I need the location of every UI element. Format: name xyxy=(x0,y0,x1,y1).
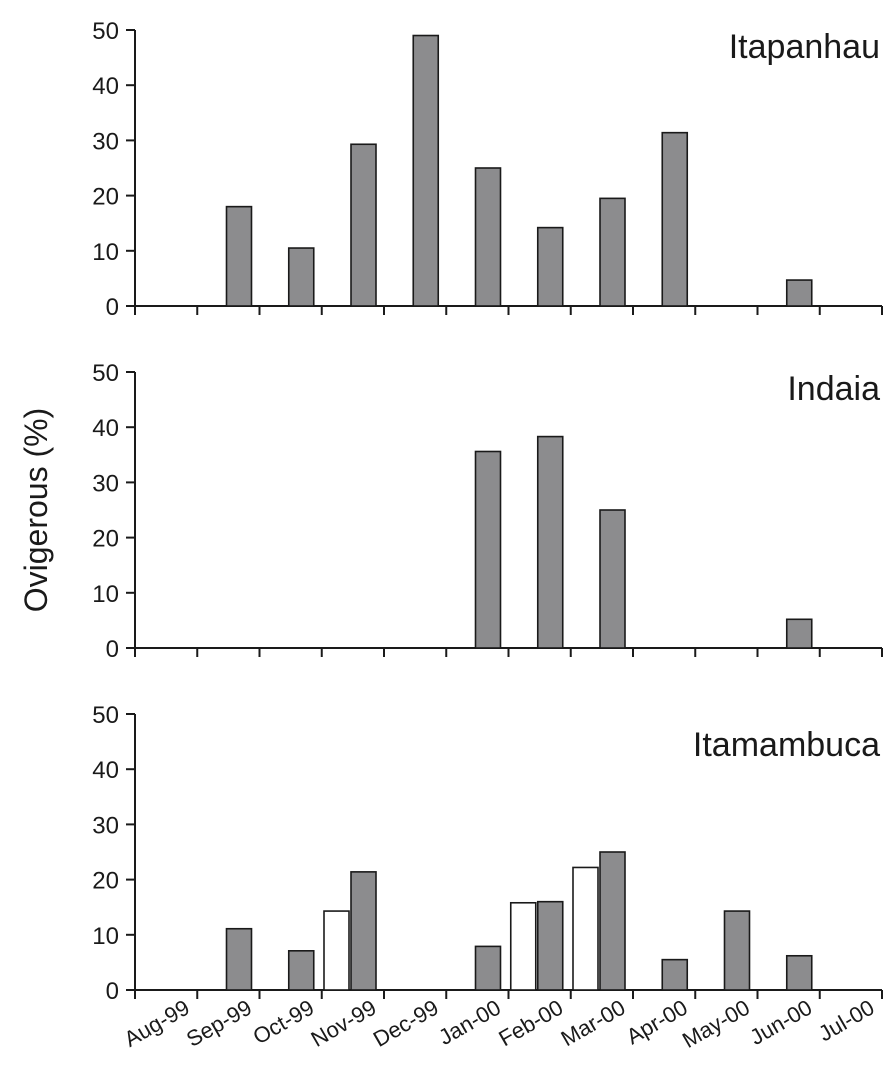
y-axis-title: Ovigerous (%) xyxy=(18,408,54,613)
bar-sep-99 xyxy=(225,205,253,307)
bar-mar-00 xyxy=(599,851,626,991)
bar-may-00 xyxy=(723,910,751,991)
bar-jun-00 xyxy=(785,618,813,649)
y-tick-label: 50 xyxy=(92,702,119,729)
y-tick-label: 0 xyxy=(106,636,119,663)
y-tick-label: 20 xyxy=(92,526,119,553)
bar-oct-99 xyxy=(287,950,315,991)
y-tick-label: 10 xyxy=(92,581,119,608)
bar-feb-00 xyxy=(536,435,564,649)
bar-dec-99 xyxy=(412,34,440,307)
y-tick-label: 30 xyxy=(92,812,119,839)
bar-mar-00 xyxy=(572,866,599,991)
x-tick-label: Sep-99 xyxy=(182,995,256,1052)
x-tick-label: Jul-00 xyxy=(814,995,878,1047)
bar-mar-00 xyxy=(599,197,626,307)
y-tick-label: 50 xyxy=(92,18,119,45)
panel-title: Itamambuca xyxy=(693,726,880,764)
x-tick-label: Feb-00 xyxy=(494,995,567,1052)
x-tick-label: Mar-00 xyxy=(557,995,630,1051)
bar-jan-00 xyxy=(474,167,502,307)
x-tick-label: Nov-99 xyxy=(307,995,381,1052)
y-tick-label: 20 xyxy=(92,184,119,211)
y-tick-label: 40 xyxy=(92,73,119,100)
x-tick-label: Aug-99 xyxy=(120,995,194,1052)
y-tick-label: 30 xyxy=(92,470,119,497)
bar-feb-00 xyxy=(509,901,537,991)
bar-jan-00 xyxy=(474,450,502,649)
y-tick-label: 0 xyxy=(106,294,119,321)
x-tick-label: Jun-00 xyxy=(745,995,816,1050)
bar-mar-00 xyxy=(599,509,626,649)
x-tick-label: Oct-99 xyxy=(249,995,319,1050)
x-tick-label: Dec-99 xyxy=(369,995,443,1052)
bar-sep-99 xyxy=(225,927,253,991)
x-tick-label: May-00 xyxy=(678,995,754,1053)
y-tick-label: 40 xyxy=(92,415,119,442)
y-tick-label: 10 xyxy=(92,239,119,266)
y-tick-label: 40 xyxy=(92,757,119,784)
bar-oct-99 xyxy=(287,247,315,307)
y-tick-label: 20 xyxy=(92,868,119,895)
y-tick-label: 10 xyxy=(92,923,119,950)
bar-apr-00 xyxy=(661,958,689,991)
x-tick-label: Apr-00 xyxy=(622,995,692,1050)
bar-nov-99 xyxy=(323,910,350,991)
bar-feb-00 xyxy=(536,226,564,307)
bar-feb-00 xyxy=(536,900,564,991)
y-tick-label: 0 xyxy=(106,978,119,1005)
bar-nov-99 xyxy=(350,143,377,307)
y-tick-label: 30 xyxy=(92,128,119,155)
x-tick-label: Jan-00 xyxy=(434,995,505,1050)
bar-nov-99 xyxy=(350,871,377,991)
bar-jan-00 xyxy=(474,945,502,991)
panel-title: Indaia xyxy=(787,370,880,408)
y-tick-label: 50 xyxy=(92,360,119,387)
bar-jun-00 xyxy=(785,279,813,307)
bar-jun-00 xyxy=(785,954,813,991)
panel-title: Itapanhau xyxy=(729,28,880,66)
bar-apr-00 xyxy=(661,131,689,307)
